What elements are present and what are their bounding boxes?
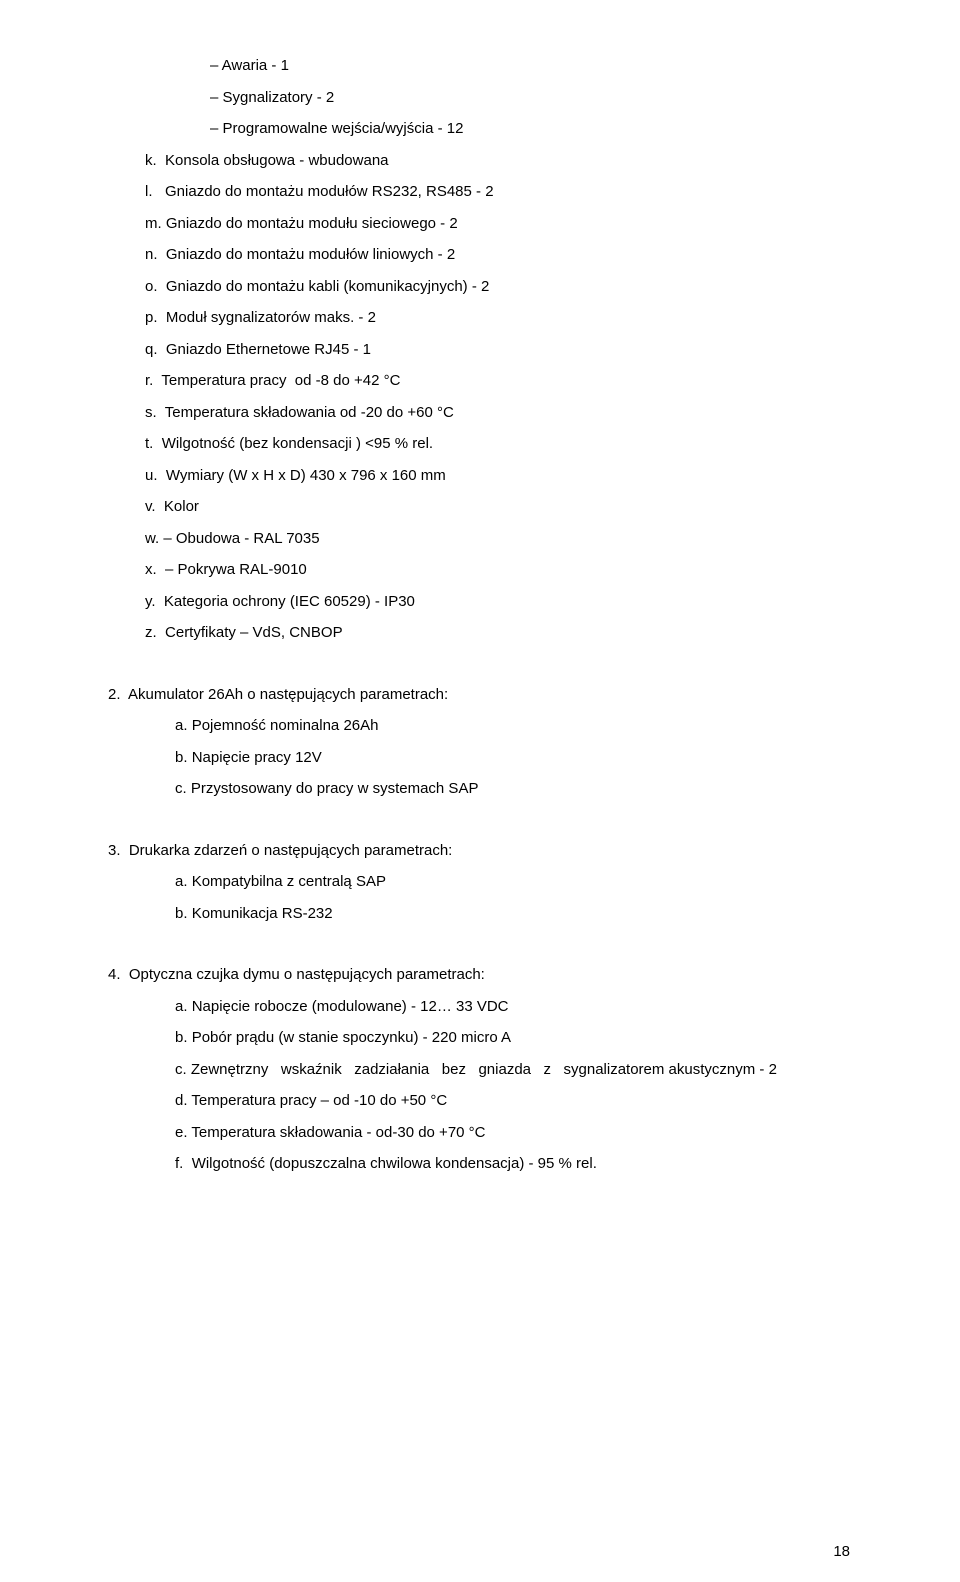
marker: m. [145,215,162,232]
text: Temperatura składowania - od-30 do +70 °… [191,1124,485,1141]
numbered-heading: 4. Optyczna czujka dymu o następujących … [110,959,850,991]
list-item: v. Kolor [110,491,850,523]
list-item: x. – Pokrywa RAL-9010 [110,554,850,586]
dash-item: – Sygnalizatory - 2 [110,82,850,114]
marker: b. [175,905,188,922]
marker: b. [175,1029,188,1046]
list-item: p. Moduł sygnalizatorów maks. - 2 [110,302,850,334]
text: Kategoria ochrony (IEC 60529) - IP30 [164,593,415,610]
page-number: 18 [833,1543,850,1560]
text: Kolor [164,498,199,515]
list-item: b. Komunikacja RS-232 [110,898,850,930]
list-item: r. Temperatura pracy od -8 do +42 °C [110,365,850,397]
list-item: c. Zewnętrzny wskaźnik zadziałania bez g… [110,1054,850,1086]
list-item: w. – Obudowa - RAL 7035 [110,523,850,555]
text: Wilgotność (dopuszczalna chwilowa konden… [192,1155,597,1172]
marker: z. [145,624,157,641]
text: Temperatura pracy od -8 do +42 °C [161,372,400,389]
text: Konsola obsługowa - wbudowana [165,152,388,169]
marker: l. [145,183,153,200]
text: Pobór prądu (w stanie spoczynku) - 220 m… [192,1029,511,1046]
list-item: f. Wilgotność (dopuszczalna chwilowa kon… [110,1148,850,1180]
marker: o. [145,278,158,295]
text: – Pokrywa RAL-9010 [165,561,307,578]
text: Wilgotność (bez kondensacji ) <95 % rel. [162,435,433,452]
page: – Awaria - 1 – Sygnalizatory - 2 – Progr… [0,0,960,1582]
marker: a. [175,998,188,1015]
list-item: z. Certyfikaty – VdS, CNBOP [110,617,850,649]
text: Gniazdo Ethernetowe RJ45 - 1 [166,341,371,358]
list-item: n. Gniazdo do montażu modułów liniowych … [110,239,850,271]
list-item: a. Kompatybilna z centralą SAP [110,866,850,898]
marker: a. [175,717,188,734]
text: Certyfikaty – VdS, CNBOP [165,624,343,641]
marker: n. [145,246,158,263]
text: Moduł sygnalizatorów maks. - 2 [166,309,376,326]
text: Temperatura składowania od -20 do +60 °C [165,404,454,421]
marker: e. [175,1124,188,1141]
list-item: d. Temperatura pracy – od -10 do +50 °C [110,1085,850,1117]
marker: y. [145,593,156,610]
list-item: k. Konsola obsługowa - wbudowana [110,145,850,177]
dash-item: – Programowalne wejścia/wyjścia - 12 [110,113,850,145]
text: Napięcie pracy 12V [192,749,322,766]
text: Zewnętrzny wskaźnik zadziałania bez gnia… [191,1061,777,1078]
marker: c. [175,1061,187,1078]
marker: s. [145,404,157,421]
text: Wymiary (W x H x D) 430 x 796 x 160 mm [166,467,446,484]
list-item: u. Wymiary (W x H x D) 430 x 796 x 160 m… [110,460,850,492]
marker: a. [175,873,188,890]
text: Temperatura pracy – od -10 do +50 °C [191,1092,447,1109]
marker: d. [175,1092,188,1109]
list-item: a. Napięcie robocze (modulowane) - 12… 3… [110,991,850,1023]
list-item: b. Napięcie pracy 12V [110,742,850,774]
text: Pojemność nominalna 26Ah [192,717,379,734]
marker: w. [145,530,159,547]
marker: p. [145,309,158,326]
marker: b. [175,749,188,766]
text: Gniazdo do montażu kabli (komunikacyjnyc… [166,278,489,295]
text: Napięcie robocze (modulowane) - 12… 33 V… [192,998,509,1015]
marker: k. [145,152,157,169]
marker: t. [145,435,153,452]
list-item: b. Pobór prądu (w stanie spoczynku) - 22… [110,1022,850,1054]
text: Gniazdo do montażu modułów liniowych - 2 [166,246,455,263]
list-item: t. Wilgotność (bez kondensacji ) <95 % r… [110,428,850,460]
list-item: l. Gniazdo do montażu modułów RS232, RS4… [110,176,850,208]
text: Kompatybilna z centralą SAP [192,873,386,890]
text: – Obudowa - RAL 7035 [163,530,319,547]
list-item: y. Kategoria ochrony (IEC 60529) - IP30 [110,586,850,618]
numbered-heading: 2. Akumulator 26Ah o następujących param… [110,679,850,711]
marker: f. [175,1155,183,1172]
dash-item: – Awaria - 1 [110,50,850,82]
marker: r. [145,372,153,389]
marker: c. [175,780,187,797]
marker: u. [145,467,158,484]
list-item: e. Temperatura składowania - od-30 do +7… [110,1117,850,1149]
marker: q. [145,341,158,358]
list-item: o. Gniazdo do montażu kabli (komunikacyj… [110,271,850,303]
marker: v. [145,498,156,515]
text: Przystosowany do pracy w systemach SAP [191,780,479,797]
text: Komunikacja RS-232 [192,905,333,922]
marker: x. [145,561,157,578]
text: Gniazdo do montażu modułów RS232, RS485 … [165,183,494,200]
text: Gniazdo do montażu modułu sieciowego - 2 [166,215,458,232]
list-item: s. Temperatura składowania od -20 do +60… [110,397,850,429]
list-item: q. Gniazdo Ethernetowe RJ45 - 1 [110,334,850,366]
list-item: a. Pojemność nominalna 26Ah [110,710,850,742]
list-item: m. Gniazdo do montażu modułu sieciowego … [110,208,850,240]
list-item: c. Przystosowany do pracy w systemach SA… [110,773,850,805]
numbered-heading: 3. Drukarka zdarzeń o następujących para… [110,835,850,867]
